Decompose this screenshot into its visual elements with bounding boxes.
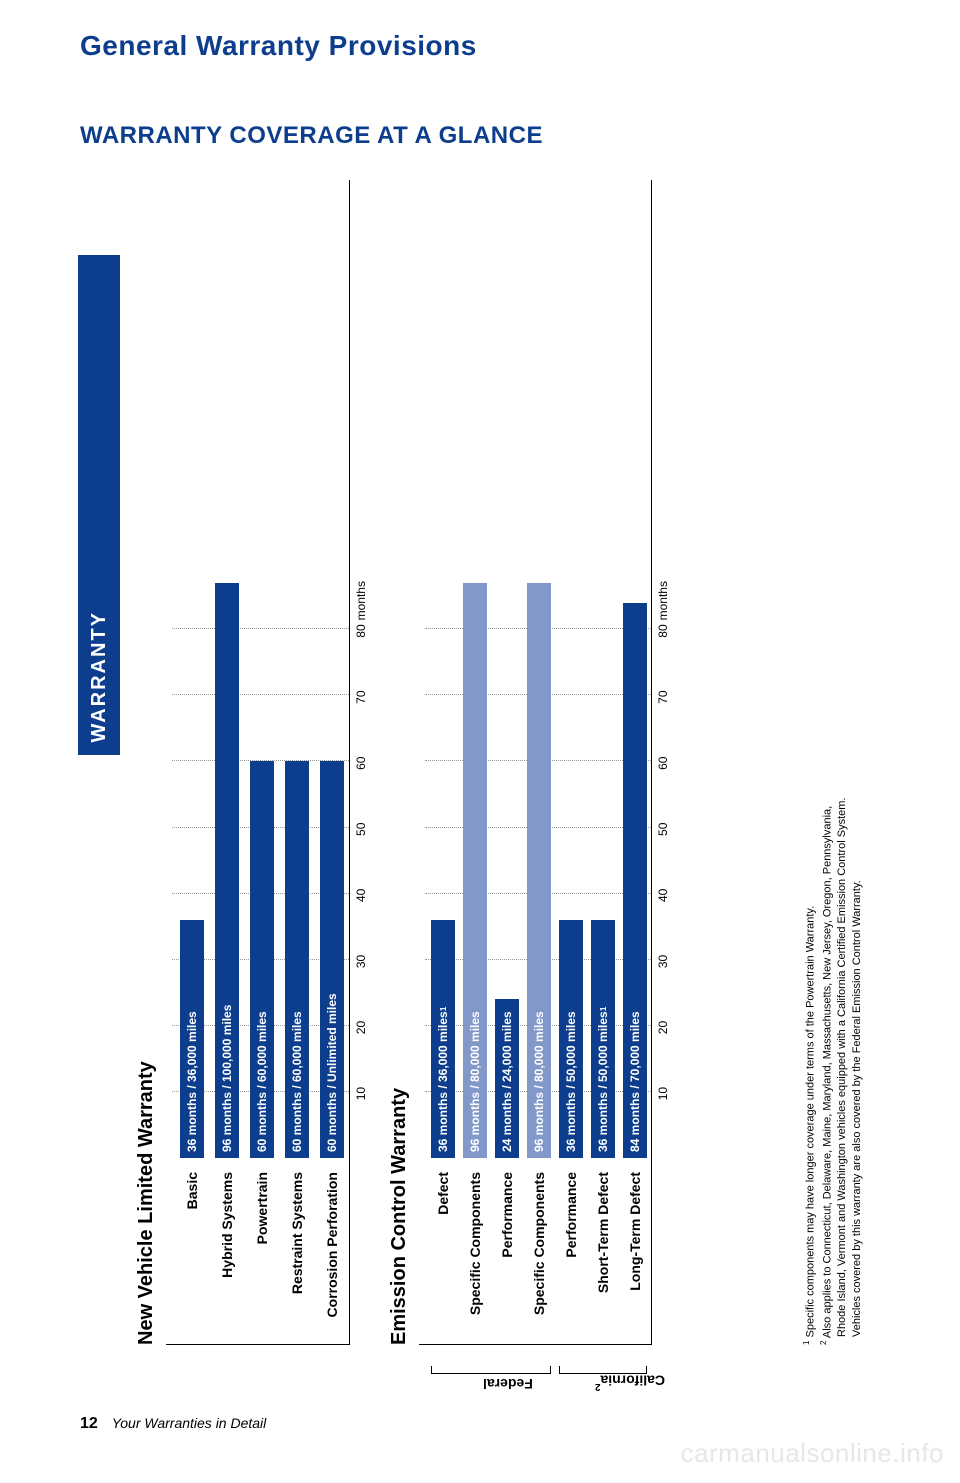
axis-label: months (354, 581, 368, 620)
bar: 36 months / 50,000 miles (559, 920, 583, 1158)
bar-label: Restraint Systems (289, 1166, 305, 1344)
bar-row: Specific Components 96 months / 80,000 mi… (459, 180, 491, 1344)
bar-label: Specific Components (467, 1166, 483, 1344)
bar: 84 months / 70,000 miles (623, 603, 647, 1158)
bar-label: Specific Components (531, 1166, 547, 1344)
bar-row: Specific Components 96 months / 80,000 mi… (523, 180, 555, 1344)
section-tab-text: WARRANTY (88, 611, 111, 743)
axis-tick: 60 (656, 757, 670, 823)
chart-title: Emission Control Warranty (388, 180, 411, 1345)
bar-row: Long-Term Defect 84 months / 70,000 miles (619, 180, 651, 1344)
axis-tick: 30 (656, 955, 670, 1021)
axis-tick: 70 (656, 690, 670, 756)
bar-row: Corrosion Perforation 60 months / Unlimit… (314, 180, 349, 1344)
axis-tick: 80 (354, 624, 368, 690)
bar-label: Performance (563, 1166, 579, 1344)
sub-title: WARRANTY COVERAGE AT A GLANCE (80, 122, 880, 150)
axis-tick: 50 (656, 823, 670, 889)
axis-tick: 20 (354, 1021, 368, 1087)
section-tab: WARRANTY (78, 255, 120, 755)
axis-tick: 60 (354, 757, 368, 823)
bar: 24 months / 24,000 miles (495, 999, 519, 1158)
group-label: Federal (483, 1376, 533, 1392)
bar-row: Basic 36 months / 36,000 miles (174, 180, 209, 1344)
bar: 36 months / 36,000 miles1 (431, 920, 455, 1158)
axis-tick: 50 (354, 823, 368, 889)
bar: 60 months / Unlimited miles (320, 761, 344, 1158)
axis-tick: 80 (656, 624, 670, 690)
axis-tick: 40 (656, 889, 670, 955)
bar-row: Short-Term Defect 36 months / 50,000 mile… (587, 180, 619, 1344)
axis-tick: 10 (656, 1087, 670, 1153)
bar-label: Hybrid Systems (219, 1166, 235, 1344)
main-title: General Warranty Provisions (80, 30, 880, 62)
group-bracket (431, 1366, 551, 1374)
bar: 60 months / 60,000 miles (250, 761, 274, 1158)
bar-row: Performance 24 months / 24,000 miles (491, 180, 523, 1344)
axis-tick: 70 (354, 690, 368, 756)
bar: 96 months / 100,000 miles (215, 583, 239, 1158)
axis-tick: 30 (354, 955, 368, 1021)
bar-label: Powertrain (254, 1166, 270, 1344)
axis-tick: 20 (656, 1021, 670, 1087)
bar-row: Performance 36 months / 50,000 miles (555, 180, 587, 1344)
chart-emission: Emission Control Warranty Defect 36 months… (388, 180, 670, 1345)
bar-label: Long-Term Defect (627, 1166, 643, 1344)
bar-label: Short-Term Defect (595, 1166, 611, 1344)
footnotes: 1 Specific components may have longer co… (802, 798, 865, 1345)
bar-row: Hybrid Systems 96 months / 100,000 miles (209, 180, 244, 1344)
axis-tick: 40 (354, 889, 368, 955)
footer-text: Your Warranties in Detail (112, 1415, 267, 1431)
bar: 96 months / 80,000 miles (463, 583, 487, 1158)
bar-row: Restraint Systems 60 months / 60,000 mile… (279, 180, 314, 1344)
bar: 36 months / 50,000 miles1 (591, 920, 615, 1158)
bar-label: Corrosion Perforation (324, 1166, 340, 1344)
watermark: carmanualsonline.info (681, 1438, 944, 1469)
axis-label: months (656, 581, 670, 620)
bar: 96 months / 80,000 miles (527, 583, 551, 1158)
page-number: 12 (80, 1415, 98, 1432)
bar: 36 months / 36,000 miles (180, 920, 204, 1158)
bar-row: Powertrain 60 months / 60,000 miles (244, 180, 279, 1344)
page-footer: 12 Your Warranties in Detail (80, 1415, 266, 1433)
bar-label: Performance (499, 1166, 515, 1344)
chart-title: New Vehicle Limited Warranty (135, 180, 158, 1345)
bar-row: Defect 36 months / 36,000 miles1 (427, 180, 459, 1344)
chart-new-vehicle: New Vehicle Limited Warranty Basic 36 mont… (135, 180, 368, 1345)
bar-label: Defect (435, 1166, 451, 1344)
axis-tick: 10 (354, 1087, 368, 1153)
group-label: California2 (595, 1372, 665, 1392)
bar-label: Basic (184, 1166, 200, 1344)
bar: 60 months / 60,000 miles (285, 761, 309, 1158)
